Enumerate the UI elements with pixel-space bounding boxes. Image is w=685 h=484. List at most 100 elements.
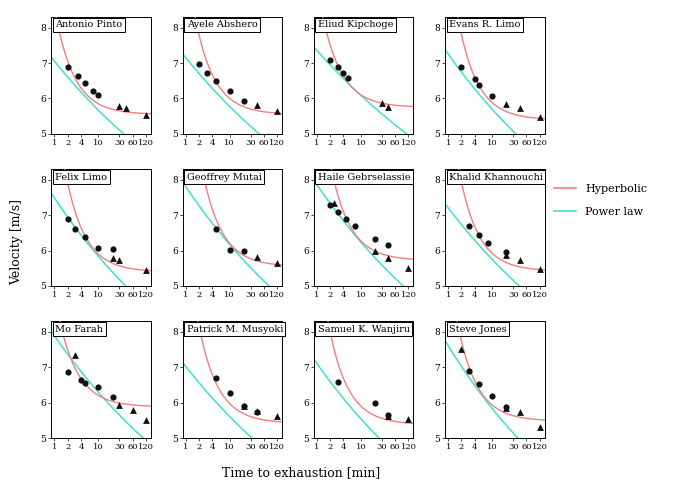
Point [514,257,525,264]
Point [272,259,283,267]
Point [456,346,467,353]
Point [383,242,394,249]
Point [79,379,90,387]
Text: Time to exhaustion [min]: Time to exhaustion [min] [222,466,381,479]
Point [377,99,388,106]
Point [464,223,475,230]
Point [370,235,381,243]
Point [338,69,349,77]
Text: Antonio Pinto: Antonio Pinto [55,20,123,30]
Point [238,402,249,410]
Text: Khalid Khannouchi: Khalid Khannouchi [449,172,543,182]
Point [534,423,545,431]
Point [140,266,151,274]
Point [193,60,204,68]
Point [473,81,484,89]
Point [93,91,104,99]
Point [211,226,222,233]
Point [534,113,545,121]
Point [514,105,525,112]
Point [383,412,394,420]
Point [383,411,394,419]
Text: Steve Jones: Steve Jones [449,325,507,333]
Point [332,378,343,386]
Text: Eliud Kipchoge: Eliud Kipchoge [318,20,393,30]
Point [329,199,340,207]
Point [62,63,73,71]
Point [469,75,480,83]
Point [332,63,343,71]
Point [88,87,99,94]
Point [73,73,84,80]
Point [325,56,336,64]
Point [79,233,90,241]
Point [62,369,73,377]
Point [350,223,361,230]
Point [251,408,262,415]
Point [70,351,81,359]
Text: Geoffrey Mutai: Geoffrey Mutai [186,172,262,182]
Text: Ayele Abshero: Ayele Abshero [186,20,258,30]
Point [79,78,90,86]
Point [501,404,512,412]
Text: Haile Gebrselassie: Haile Gebrselassie [318,172,410,182]
Point [325,201,336,209]
Point [114,102,125,109]
Point [93,244,104,252]
Point [75,376,86,383]
Text: Evans R. Limo: Evans R. Limo [449,20,521,30]
Point [501,251,512,258]
Point [342,74,353,82]
Point [464,367,475,375]
Point [370,247,381,255]
Point [251,408,262,416]
Point [534,265,545,273]
Point [107,255,118,262]
Point [501,403,512,411]
Point [224,389,235,396]
Point [340,215,351,223]
Point [238,402,249,410]
Point [272,107,283,115]
Text: Mo Farah: Mo Farah [55,325,103,333]
Legend: Hyperbolic, Power law: Hyperbolic, Power law [554,184,647,217]
Point [238,97,249,105]
Point [482,239,493,246]
Point [93,383,104,391]
Point [224,246,235,254]
Point [107,393,118,401]
Point [114,257,125,264]
Point [473,231,484,239]
Text: Patrick M. Musyoki: Patrick M. Musyoki [186,325,283,333]
Point [211,77,222,85]
Text: Samuel K. Wanjiru: Samuel K. Wanjiru [318,325,410,333]
Point [383,255,394,262]
Point [251,101,262,109]
Point [251,253,262,261]
Point [211,375,222,382]
Point [140,112,151,120]
Point [370,399,381,407]
Text: Velocity [m/s]: Velocity [m/s] [10,199,23,285]
Point [127,407,138,414]
Point [501,248,512,256]
Point [238,247,249,255]
Point [514,408,525,416]
Point [383,104,394,111]
Point [272,412,283,420]
Point [456,63,467,71]
Point [403,264,414,272]
Point [121,104,132,112]
Point [332,209,343,216]
Point [62,215,73,223]
Point [473,380,484,388]
Point [114,402,125,409]
Point [224,88,235,95]
Point [107,245,118,253]
Point [201,69,212,77]
Point [403,415,414,423]
Text: Felix Limo: Felix Limo [55,172,108,182]
Point [487,393,498,400]
Point [70,225,81,232]
Point [487,92,498,100]
